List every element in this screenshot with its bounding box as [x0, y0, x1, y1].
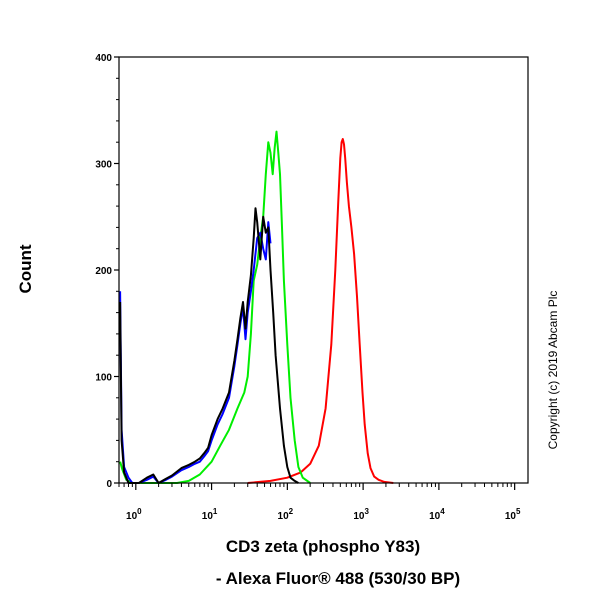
x-tick-label: 101	[202, 507, 218, 522]
x-tick-label: 100	[126, 507, 142, 522]
x-tick-label: 103	[353, 507, 369, 522]
x-tick-label: 104	[429, 507, 445, 522]
y-tick-label: 400	[95, 53, 112, 64]
x-axis-title-line-1: CD3 zeta (phospho Y83)	[226, 537, 420, 556]
y-tick-label: 0	[106, 479, 112, 490]
series-line-4	[119, 207, 299, 484]
series-line-3	[119, 221, 272, 484]
y-axis-title: Count	[16, 244, 35, 293]
x-axis-title-line-2: - Alexa Fluor® 488 (530/30 BP)	[216, 569, 460, 588]
y-tick-label: 100	[95, 373, 112, 384]
y-tick-label: 300	[95, 160, 112, 171]
series-layer	[119, 130, 394, 484]
copyright-watermark: Copyright (c) 2019 Abcam Plc	[546, 291, 560, 450]
y-tick-label: 200	[95, 266, 112, 277]
axes-layer: 0 100 200 300 400 100 101 102 103 104 105	[95, 53, 529, 522]
x-tick-label: 105	[505, 507, 521, 522]
x-tick-label: 102	[278, 507, 294, 522]
series-line-1	[247, 138, 394, 484]
